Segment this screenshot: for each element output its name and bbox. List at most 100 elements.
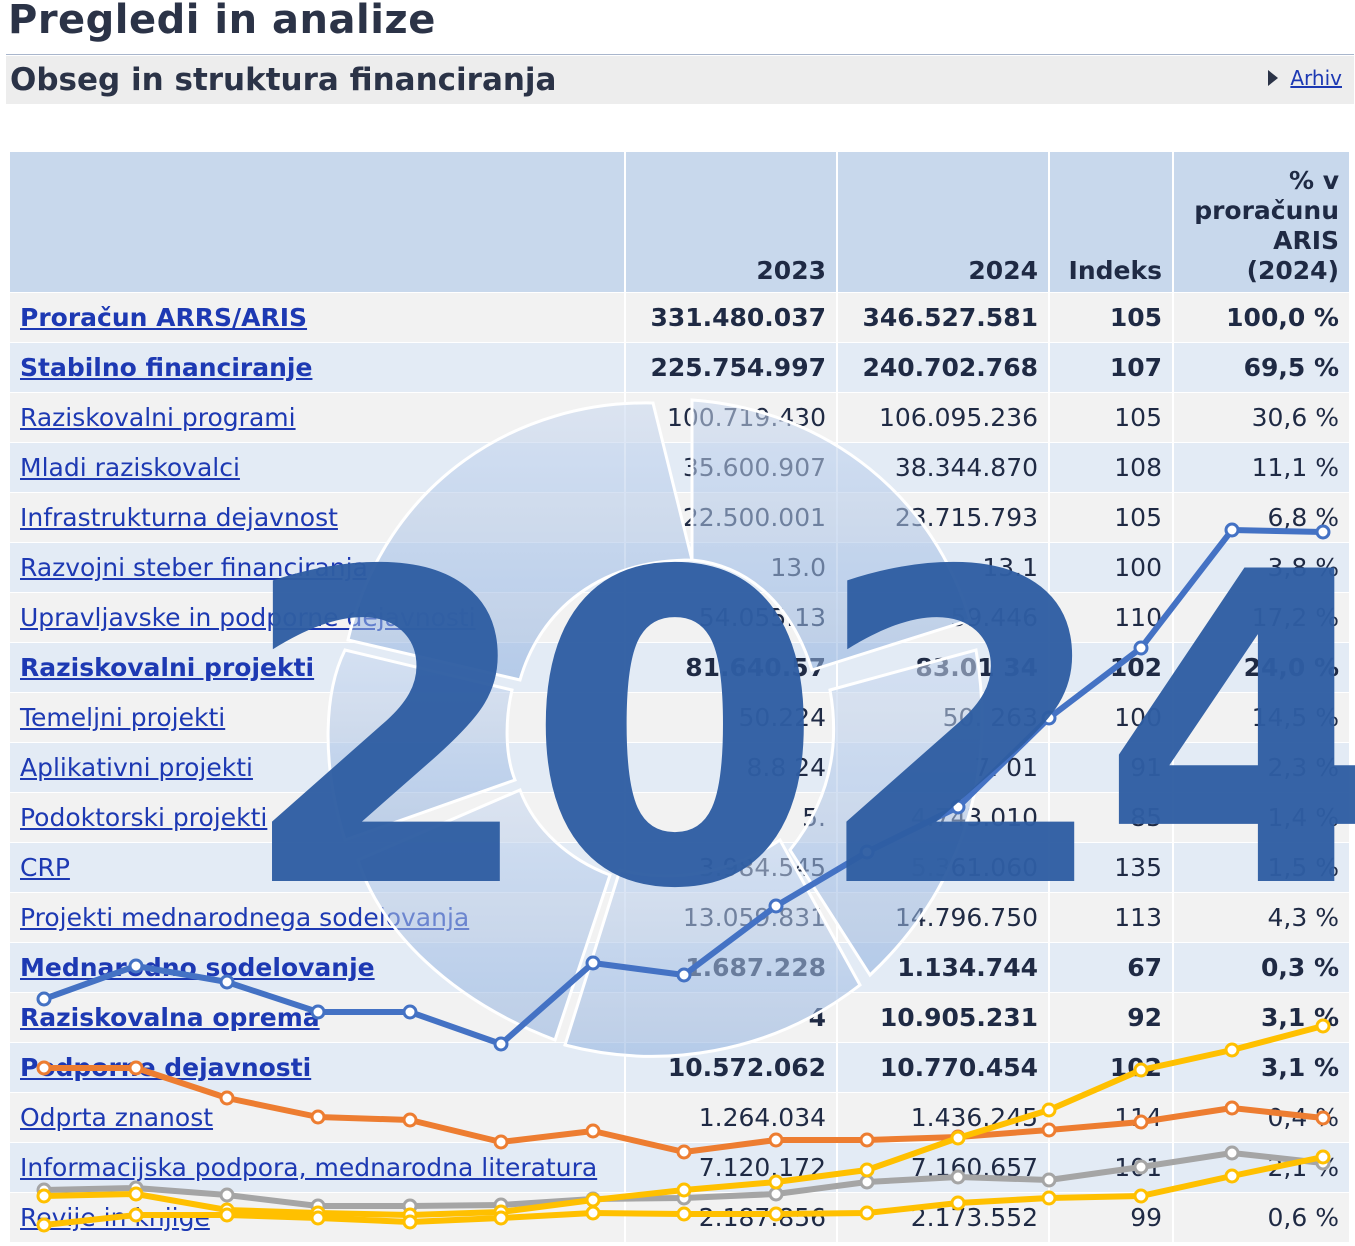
value-2024-cell: 23.715.793 [837,491,1050,542]
value-2023-cell: 13.0 [625,541,838,592]
row-link[interactable]: Projekti mednarodnega sodelovanja [20,902,470,932]
share-cell: 11,1 % [1173,441,1349,492]
value-2024-cell: 7. 01 [837,741,1050,792]
index-cell: 114 [1049,1091,1174,1142]
share-cell: 0,4 % [1173,1091,1349,1142]
row-link[interactable]: Stabilno financiranje [20,352,313,382]
page-title: Pregledi in analize [8,0,436,43]
value-2023-cell: 13.059.831 [625,891,838,942]
share-cell: 17,2 % [1173,591,1349,642]
row-name-cell: Mednarodno sodelovanje [10,941,626,992]
table-row: Upravljavske in podporne dejavnosti 54.05… [10,591,1349,642]
value-2023-cell: 1.264.034 [625,1091,838,1142]
index-cell: 100 [1049,691,1174,742]
table-row: Temeljni projekti 50.224 50. 263 100 14,5 % [10,691,1349,742]
row-link[interactable]: CRP [20,852,70,882]
row-name-cell: Aplikativni projekti [10,741,626,792]
row-name-cell: Proračun ARRS/ARIS [10,291,626,342]
row-link[interactable]: Temeljni projekti [20,702,226,732]
value-2023-cell: 35.600.907 [625,441,838,492]
index-cell: 101 [1049,1141,1174,1192]
value-2024-cell: 10.905.231 [837,991,1050,1042]
row-link[interactable]: Raziskovalni projekti [20,652,315,682]
value-2023-cell: 1.687.228 [625,941,838,992]
share-cell: 0,3 % [1173,941,1349,992]
row-name-cell: Informacijska podpora, mednarodna litera… [10,1141,626,1192]
archive-link[interactable]: Arhiv [1290,66,1342,90]
value-2024-cell: 1.436.245 [837,1091,1050,1142]
row-link[interactable]: Odprta znanost [20,1102,214,1132]
row-link[interactable]: Mednarodno sodelovanje [20,952,375,982]
share-cell: 3,1 % [1173,991,1349,1042]
row-name-cell: Razvojni steber financiranja [10,541,626,592]
header-2023: 2023 [625,152,838,292]
row-name-cell: Podporne dejavnosti [10,1041,626,1092]
index-cell: 108 [1049,441,1174,492]
value-2024-cell: 38.344.870 [837,441,1050,492]
value-2023-cell: 3.984.545 [625,841,838,892]
row-name-cell: Temeljni projekti [10,691,626,742]
row-name-cell: Revije in knjige [10,1191,626,1242]
row-name-cell: Odprta znanost [10,1091,626,1142]
table-row: Raziskovalna oprema 4 10.905.231 92 3,1 % [10,991,1349,1042]
value-2024-cell: 1.134.744 [837,941,1050,992]
table-row: Mladi raziskovalci 35.600.907 38.344.870 10… [10,441,1349,492]
title-divider [6,54,1354,55]
row-link[interactable]: Informacijska podpora, mednarodna litera… [20,1152,598,1182]
row-name-cell: Raziskovalni projekti [10,641,626,692]
header-2024: 2024 [837,152,1050,292]
row-link[interactable]: Podporne dejavnosti [20,1052,312,1082]
index-cell: 113 [1049,891,1174,942]
table-row: Proračun ARRS/ARIS 331.480.037 346.527.581… [10,291,1349,342]
value-2024-cell: 4.743.010 [837,791,1050,842]
row-link[interactable]: Mladi raziskovalci [20,452,240,482]
index-cell: 105 [1049,391,1174,442]
row-name-cell: CRP [10,841,626,892]
value-2024-cell: 50. 263 [837,691,1050,742]
value-2024-cell: 5.361.060 [837,841,1050,892]
index-cell: 105 [1049,291,1174,342]
table-row: Infrastrukturna dejavnost 22.500.001 23.71… [10,491,1349,542]
share-cell: 3,1 % [1173,1041,1349,1092]
value-2023-cell: 2.187.856 [625,1191,838,1242]
row-name-cell: Upravljavske in podporne dejavnosti [10,591,626,642]
index-cell: 135 [1049,841,1174,892]
row-name-cell: Podoktorski projekti [10,791,626,842]
value-2024-cell: 59.446 [837,591,1050,642]
row-link[interactable]: Razvojni steber financiranja [20,552,368,582]
row-link[interactable]: Proračun ARRS/ARIS [20,302,308,332]
table-row: Odprta znanost 1.264.034 1.436.245 114 0,4 % [10,1091,1349,1142]
share-cell: 2,3 % [1173,741,1349,792]
index-cell: 99 [1049,1191,1174,1242]
section-title: Obseg in struktura financiranja [10,62,557,98]
financing-table: 2023 2024 Indeks % v proračunu ARIS (202… [10,152,1349,1242]
share-cell: 24,0 % [1173,641,1349,692]
row-link[interactable]: Raziskovalni programi [20,402,296,432]
value-2023-cell: 10.572.062 [625,1041,838,1092]
row-link[interactable]: Revije in knjige [20,1202,210,1232]
row-link[interactable]: Raziskovalna oprema [20,1002,320,1032]
row-name-cell: Infrastrukturna dejavnost [10,491,626,542]
index-cell: 91 [1049,741,1174,792]
row-name-cell: Raziskovalni programi [10,391,626,442]
value-2023-cell: 5. [625,791,838,842]
table-row: Podoktorski projekti 5. 4.743.010 85 1,4 % [10,791,1349,842]
index-cell: 110 [1049,591,1174,642]
archive-link-group[interactable]: Arhiv [1268,66,1342,90]
table-row: Informacijska podpora, mednarodna litera… [10,1141,1349,1192]
header-index: Indeks [1049,152,1174,292]
table-row: Razvojni steber financiranja 13.0 13.1 100 3… [10,541,1349,592]
share-cell: 3,8 % [1173,541,1349,592]
header-name [10,152,626,292]
share-cell: 4,3 % [1173,891,1349,942]
table-row: Mednarodno sodelovanje 1.687.228 1.134.744… [10,941,1349,992]
row-link[interactable]: Podoktorski projekti [20,802,268,832]
row-link[interactable]: Upravljavske in podporne dejavnosti [20,602,476,632]
row-link[interactable]: Infrastrukturna dejavnost [20,502,338,532]
share-cell: 1,4 % [1173,791,1349,842]
share-cell: 30,6 % [1173,391,1349,442]
table-row: Aplikativni projekti 8.8 24 7. 01 91 2,3 % [10,741,1349,792]
index-cell: 92 [1049,991,1174,1042]
table-row: CRP 3.984.545 5.361.060 135 1,5 % [10,841,1349,892]
row-link[interactable]: Aplikativni projekti [20,752,253,782]
